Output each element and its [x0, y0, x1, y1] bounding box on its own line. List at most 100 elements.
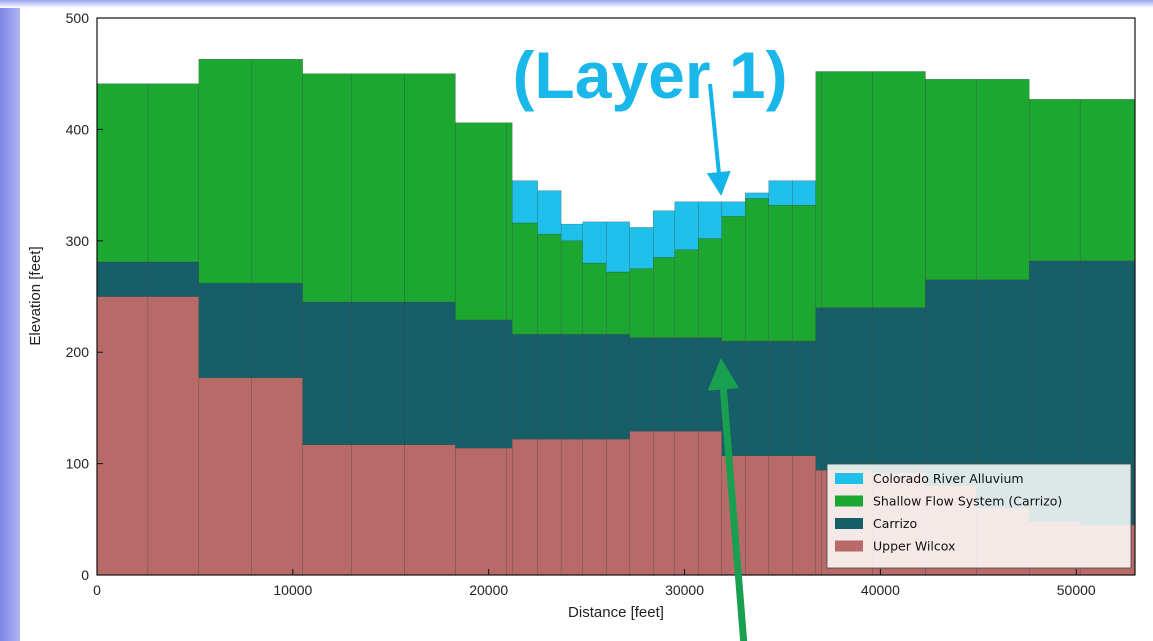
carrizo-cell: [674, 337, 699, 432]
legend-entry-label: Upper Wilcox: [873, 539, 955, 554]
x-axis-label: Distance [feet]: [568, 604, 664, 621]
upper-wilcox-cell: [768, 455, 793, 576]
legend-swatch: [835, 473, 863, 484]
upper-wilcox-cell: [745, 455, 769, 576]
upper-wilcox-cell: [537, 438, 562, 576]
upper-wilcox-cell: [560, 438, 583, 576]
layer-1-annotation: (Layer 1): [512, 38, 787, 112]
carrizo-cell: [792, 340, 816, 457]
carrizo-cell: [925, 279, 977, 487]
shallow-flow-cell: [198, 59, 252, 284]
upper-wilcox-cell: [506, 447, 513, 576]
y-tick-label: 500: [66, 10, 90, 26]
x-tick-label: 30000: [665, 582, 704, 598]
upper-wilcox-cell: [792, 455, 816, 576]
shallow-flow-cell: [302, 73, 352, 303]
alluvium-cell: [582, 221, 607, 264]
upper-wilcox-cell: [815, 470, 822, 576]
shallow-flow-cell: [351, 73, 405, 303]
carrizo-cell: [302, 301, 352, 445]
shallow-flow-cell: [768, 204, 793, 342]
shallow-flow-cell: [653, 257, 675, 338]
shallow-flow-cell: [560, 240, 583, 335]
upper-wilcox-cell: [674, 431, 699, 576]
upper-wilcox-cell: [147, 296, 200, 576]
shallow-flow-cell: [698, 238, 722, 338]
shallow-flow-cell: [925, 79, 977, 280]
legend-entry-label: Shallow Flow System (Carrizo): [873, 494, 1062, 509]
shallow-flow-cell: [251, 59, 303, 284]
shallow-flow-cell: [976, 79, 1030, 280]
upper-wilcox-cell: [606, 438, 630, 576]
shallow-flow-cell: [745, 198, 769, 342]
arrows: [706, 83, 748, 641]
shallow-flow-cell: [1079, 99, 1136, 262]
x-tick-label: 40000: [861, 582, 900, 598]
alluvium-cell: [745, 192, 769, 199]
blue-arrow-to-layer-1: [706, 83, 731, 196]
carrizo-cell: [512, 334, 538, 440]
alluvium-cell: [653, 210, 675, 258]
x-tick-label: 0: [93, 582, 101, 598]
y-tick-label: 0: [81, 567, 89, 583]
x-tick-label: 20000: [469, 582, 508, 598]
x-tick-label: 50000: [1057, 582, 1096, 598]
alluvium-cell: [560, 223, 583, 241]
legend: Colorado River Alluvium Shallow Flow Syst…: [826, 463, 1132, 569]
carrizo-cell: [653, 337, 675, 432]
upper-wilcox-cell: [404, 444, 456, 576]
slide-left-band: [0, 0, 20, 641]
carrizo-cell: [815, 307, 822, 471]
legend-entry-label: Carrizo: [873, 516, 917, 531]
carrizo-cell: [404, 301, 456, 445]
legend-swatch: [835, 540, 863, 552]
carrizo-cell: [629, 337, 654, 432]
alluvium-cell: [629, 227, 654, 269]
carrizo-cell: [872, 307, 926, 473]
alluvium-cell: [512, 180, 538, 224]
alluvium-cell: [792, 180, 816, 206]
upper-wilcox-cell: [653, 431, 675, 576]
shallow-flow-cell: [815, 71, 822, 308]
carrizo-cell: [560, 334, 583, 440]
x-tick-label: 10000: [273, 582, 312, 598]
upper-wilcox-cell: [198, 377, 252, 576]
upper-wilcox-cell: [582, 438, 607, 576]
shallow-flow-cell: [1029, 99, 1081, 262]
upper-wilcox-cell: [698, 431, 722, 576]
alluvium-cell: [768, 180, 793, 206]
upper-wilcox-cell: [455, 447, 507, 576]
upper-wilcox-cell: [629, 431, 654, 576]
carrizo-cell: [147, 261, 200, 297]
legend-entry-label: Colorado River Alluvium: [873, 471, 1024, 486]
carrizo-cell: [821, 307, 873, 471]
carrizo-cell: [606, 334, 630, 440]
axis-ticks: 0 10000 20000 30000 40000 50000 0 100 200 300 400 5…: [66, 10, 1096, 598]
shallow-flow-cell: [512, 222, 538, 335]
upper-wilcox-cell: [351, 444, 405, 576]
carrizo-cell: [768, 340, 793, 457]
shallow-flow-cell: [872, 71, 926, 308]
shallow-flow-cell: [606, 271, 630, 335]
carrizo-cell: [251, 282, 303, 379]
shallow-flow-cell: [674, 249, 699, 338]
upper-wilcox-cell: [512, 438, 538, 576]
green-arrow: [707, 358, 748, 641]
upper-wilcox-cell: [251, 377, 303, 576]
slide-top-band: [0, 0, 1153, 8]
alluvium-cell: [674, 201, 699, 250]
carrizo-cell: [351, 301, 405, 445]
alluvium-cell: [537, 190, 562, 235]
alluvium-cell: [721, 201, 746, 217]
shallow-flow-cell: [147, 83, 200, 263]
carrizo-cell: [96, 261, 149, 297]
shallow-flow-cell: [96, 83, 149, 263]
shallow-flow-cell: [455, 122, 507, 321]
shallow-flow-cell: [506, 122, 513, 321]
carrizo-cell: [506, 319, 513, 449]
carrizo-cell: [537, 334, 562, 440]
y-tick-label: 400: [66, 121, 90, 137]
shallow-flow-cell: [792, 204, 816, 342]
carrizo-cell: [455, 319, 507, 449]
